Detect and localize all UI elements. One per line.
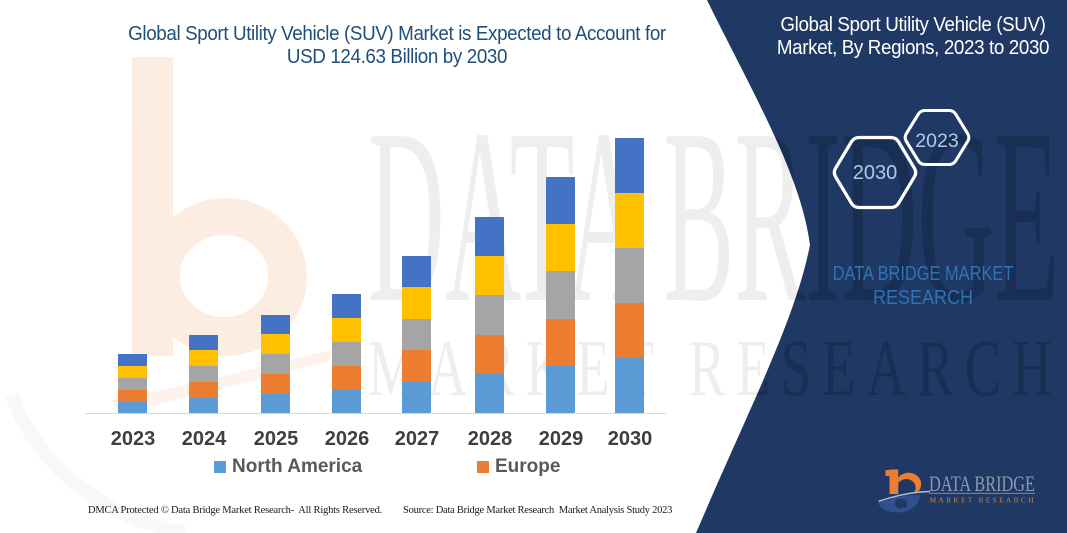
svg-text:DATA BRIDGE: DATA BRIDGE	[929, 471, 1035, 496]
svg-text:2023: 2023	[915, 130, 958, 152]
svg-text:MARKET RESEARCH: MARKET RESEARCH	[930, 496, 1035, 505]
svg-text:2030: 2030	[853, 162, 898, 184]
